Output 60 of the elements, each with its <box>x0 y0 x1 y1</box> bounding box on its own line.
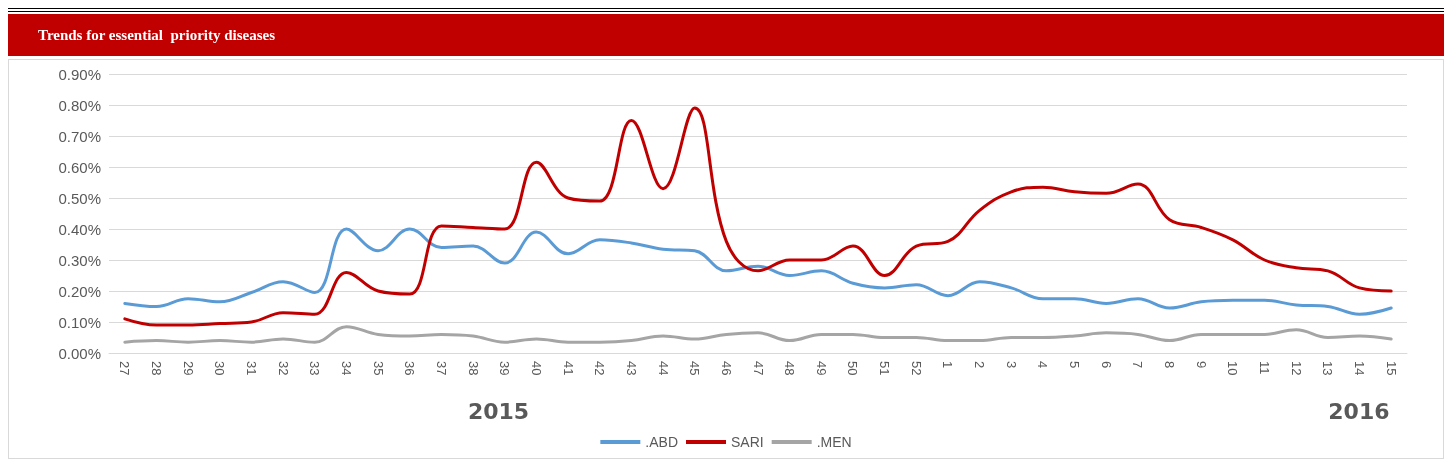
x-tick-label: 34 <box>338 361 354 376</box>
x-tick-label: 28 <box>148 361 164 376</box>
x-tick-label: 15 <box>1383 361 1399 376</box>
line-series <box>123 325 1393 344</box>
x-tick-label: 14 <box>1352 361 1368 376</box>
x-tick-label: 36 <box>402 361 418 376</box>
x-tick-label: 38 <box>465 361 481 376</box>
y-tick-label: 0.00% <box>58 344 101 362</box>
x-tick-label: 40 <box>528 361 544 376</box>
y-tick-label: 0.30% <box>58 251 101 269</box>
x-tick-label: 32 <box>275 361 291 376</box>
x-tick-label: 50 <box>845 361 861 376</box>
x-tick-label: 46 <box>718 361 734 376</box>
text: 2016 <box>1328 398 1390 424</box>
x-tick-label: 8 <box>1162 361 1178 369</box>
x-tick-label: 52 <box>908 361 924 376</box>
x-tick-label: 7 <box>1130 361 1146 369</box>
x-tick-label: 4 <box>1035 361 1051 369</box>
x-tick-label: 2 <box>972 361 988 369</box>
legend-label: .ABD <box>645 434 679 450</box>
text: 2015 <box>467 398 530 424</box>
x-tick-label: 41 <box>560 361 576 376</box>
x-tick-label: 27 <box>117 361 133 376</box>
y-tick-label: 0.70% <box>58 127 101 145</box>
y-tick-label: 0.60% <box>58 158 101 176</box>
line-series <box>123 106 1393 327</box>
x-tick-label: 5 <box>1067 361 1083 369</box>
y-tick-label: 0.50% <box>58 189 101 207</box>
x-tick-label: 35 <box>370 361 386 376</box>
x-tick-label: 44 <box>655 361 671 376</box>
x-tick-label: 37 <box>433 361 449 376</box>
x-tick-label: 31 <box>243 361 259 376</box>
x-tick-label: 1 <box>940 361 956 369</box>
x-tick-label: 3 <box>1003 361 1019 369</box>
x-tick-label: 9 <box>1193 361 1209 369</box>
y-tick-label: 0.20% <box>58 282 101 300</box>
x-tick-label: 30 <box>212 361 228 376</box>
y-tick-label: 0.80% <box>58 96 101 114</box>
y-tick-label: 0.40% <box>58 220 101 238</box>
line-series <box>123 227 1393 316</box>
x-tick-label: 29 <box>180 361 196 376</box>
x-tick-label: 45 <box>687 361 703 376</box>
legend-label: .MEN <box>816 434 852 450</box>
x-tick-label: 13 <box>1320 361 1336 376</box>
x-tick-label: 6 <box>1098 361 1114 369</box>
y-tick-label: 0.10% <box>58 313 101 331</box>
x-tick-label: 11 <box>1257 361 1273 375</box>
x-tick-label: 49 <box>813 361 829 376</box>
x-tick-label: 12 <box>1288 361 1304 376</box>
x-tick-label: 48 <box>782 361 798 376</box>
legend-label: SARI <box>731 434 764 450</box>
x-tick-label: 42 <box>592 361 608 376</box>
x-tick-label: 47 <box>750 361 766 376</box>
x-tick-label: 43 <box>623 361 639 376</box>
x-tick-label: 33 <box>307 361 323 376</box>
chart-title: Trends for essential priority diseases <box>8 14 1444 56</box>
x-tick-label: 51 <box>877 361 893 376</box>
x-tick-label: 10 <box>1225 361 1241 376</box>
y-tick-label: 0.90% <box>58 65 101 83</box>
x-tick-label: 39 <box>497 361 513 376</box>
